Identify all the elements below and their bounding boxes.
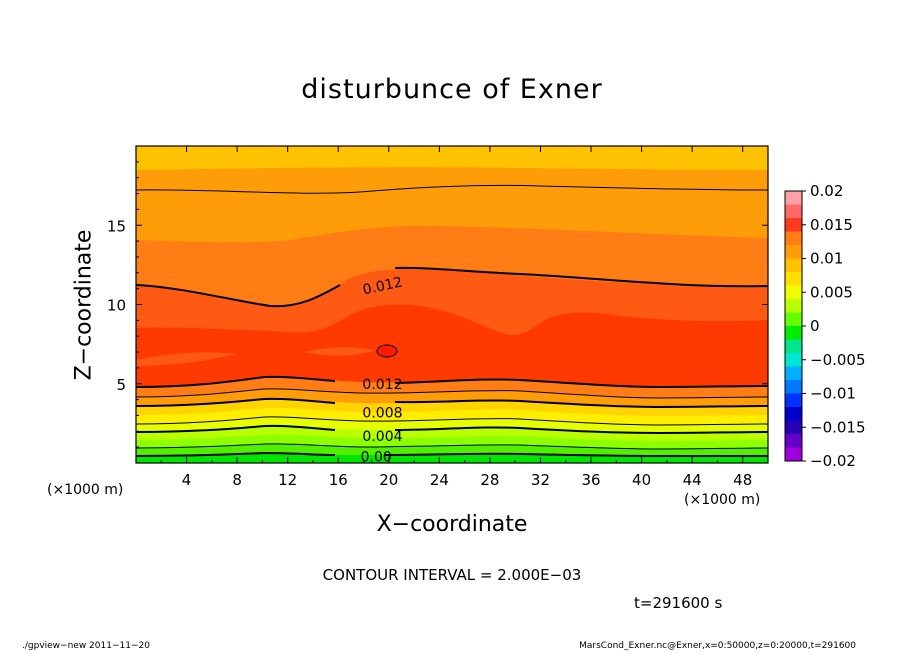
local-max-cell xyxy=(377,345,397,357)
contour-label-text: 0.012 xyxy=(362,377,402,393)
x-tick-label: 40 xyxy=(632,471,651,489)
contour-label: 0.012 xyxy=(362,377,402,393)
contour-fill-layer xyxy=(136,146,768,463)
x-unit-label-left: (×1000 m) xyxy=(47,482,124,498)
colorbar-tick-label: 0.005 xyxy=(810,283,853,301)
colorbar-swatch xyxy=(785,393,802,408)
x-tick-label: 32 xyxy=(531,471,550,489)
band-0.012-lower xyxy=(136,347,375,366)
colorbar-tick-label: −0.015 xyxy=(810,418,866,436)
colorbar-swatch xyxy=(785,312,802,327)
contour-line-0.012-lower xyxy=(136,375,768,389)
time-label: t=291600 s xyxy=(634,594,723,612)
y-axis-label: Z−coordinate xyxy=(71,229,97,381)
colorbar-swatch xyxy=(785,191,802,205)
colorbar-tick-label: −0.01 xyxy=(810,385,856,403)
colorbar-swatch xyxy=(785,258,802,273)
contour-line-0.012-upper xyxy=(136,266,768,308)
colorbar-tick-label: 0.02 xyxy=(810,182,843,200)
colorbar-swatch xyxy=(785,339,802,354)
x-axis: 4 8 12 16 20 24 28 32 36 40 44 48 xyxy=(160,146,769,489)
y-tick-label: 15 xyxy=(107,217,126,235)
colorbar-swatch xyxy=(785,245,802,259)
colorbar-tick-label: 0 xyxy=(810,317,820,335)
colorbar: 0.02 0.015 0.01 0.005 0 −0.005 −0.01 −0.015 −0.0… xyxy=(784,182,866,470)
contour-label: 0.004 xyxy=(362,429,402,445)
colorbar-swatch xyxy=(785,285,802,300)
contour-line-0.000 xyxy=(136,451,768,457)
colorbar-swatch xyxy=(785,366,802,381)
colorbar-swatch xyxy=(785,299,802,313)
contour-label-text: 0.004 xyxy=(362,429,402,445)
colorbar-swatch xyxy=(785,204,802,219)
x-tick-label: 8 xyxy=(232,471,242,489)
x-tick-label: 28 xyxy=(480,471,499,489)
contour-label: 0.00 xyxy=(361,450,392,466)
contour-label-text: 0.00 xyxy=(361,450,392,466)
y-tick-label: 10 xyxy=(107,297,126,315)
colorbar-swatch xyxy=(785,272,802,286)
colorbar-swatch xyxy=(785,218,802,232)
colorbar-swatch xyxy=(785,353,802,367)
colorbar-swatch xyxy=(785,380,802,394)
x-tick-label: 20 xyxy=(379,471,398,489)
x-tick-label: 44 xyxy=(683,471,702,489)
contour-interval-note: CONTOUR INTERVAL = 2.000E−03 xyxy=(322,566,582,584)
contour-line-0.010-upper xyxy=(136,184,768,194)
x-tick-label: 24 xyxy=(430,471,449,489)
colorbar-tick-label: 0.01 xyxy=(810,250,843,268)
contour-line-0.006 xyxy=(136,416,768,426)
contour-line-0.010-lower xyxy=(136,388,768,399)
colorbar-swatch xyxy=(785,231,802,246)
colorbar-swatch xyxy=(785,407,802,421)
colorbar-tick-label: 0.015 xyxy=(810,216,853,234)
x-tick-label: 12 xyxy=(278,471,297,489)
colorbar-swatch xyxy=(785,447,802,462)
x-axis-label: X−coordinate xyxy=(376,512,528,537)
footer-program-date: ./gpview−new 2011−11−20 xyxy=(22,641,150,651)
contour-line-local-max xyxy=(376,344,398,358)
contour-line-0.008 xyxy=(136,397,768,409)
contour-label-text: 0.008 xyxy=(362,405,402,421)
colorbar-swatch xyxy=(785,434,802,448)
colorbar-tick-label: −0.005 xyxy=(810,351,866,369)
colorbar-swatch xyxy=(785,326,802,340)
contour-line-0.002 xyxy=(136,443,768,450)
x-tick-label: 36 xyxy=(581,471,600,489)
contour-label: 0.008 xyxy=(362,405,402,421)
y-axis: 5 10 15 xyxy=(107,161,768,448)
footer-source: MarsCond_Exner.nc@Exner,x=0:50000,z=0:20… xyxy=(579,641,856,651)
contour-line-layer xyxy=(136,184,768,457)
x-tick-label: 4 xyxy=(182,471,192,489)
band-0.000 xyxy=(136,453,768,463)
x-tick-label: 48 xyxy=(733,471,752,489)
chart-title: disturbunce of Exner xyxy=(301,74,603,105)
x-tick-label: 16 xyxy=(329,471,348,489)
contour-line-0.004 xyxy=(136,424,768,435)
y-tick-label: 5 xyxy=(116,376,126,394)
colorbar-tick-label: −0.02 xyxy=(810,452,856,470)
x-unit-label-right: (×1000 m) xyxy=(684,492,761,508)
colorbar-swatch xyxy=(785,420,802,435)
